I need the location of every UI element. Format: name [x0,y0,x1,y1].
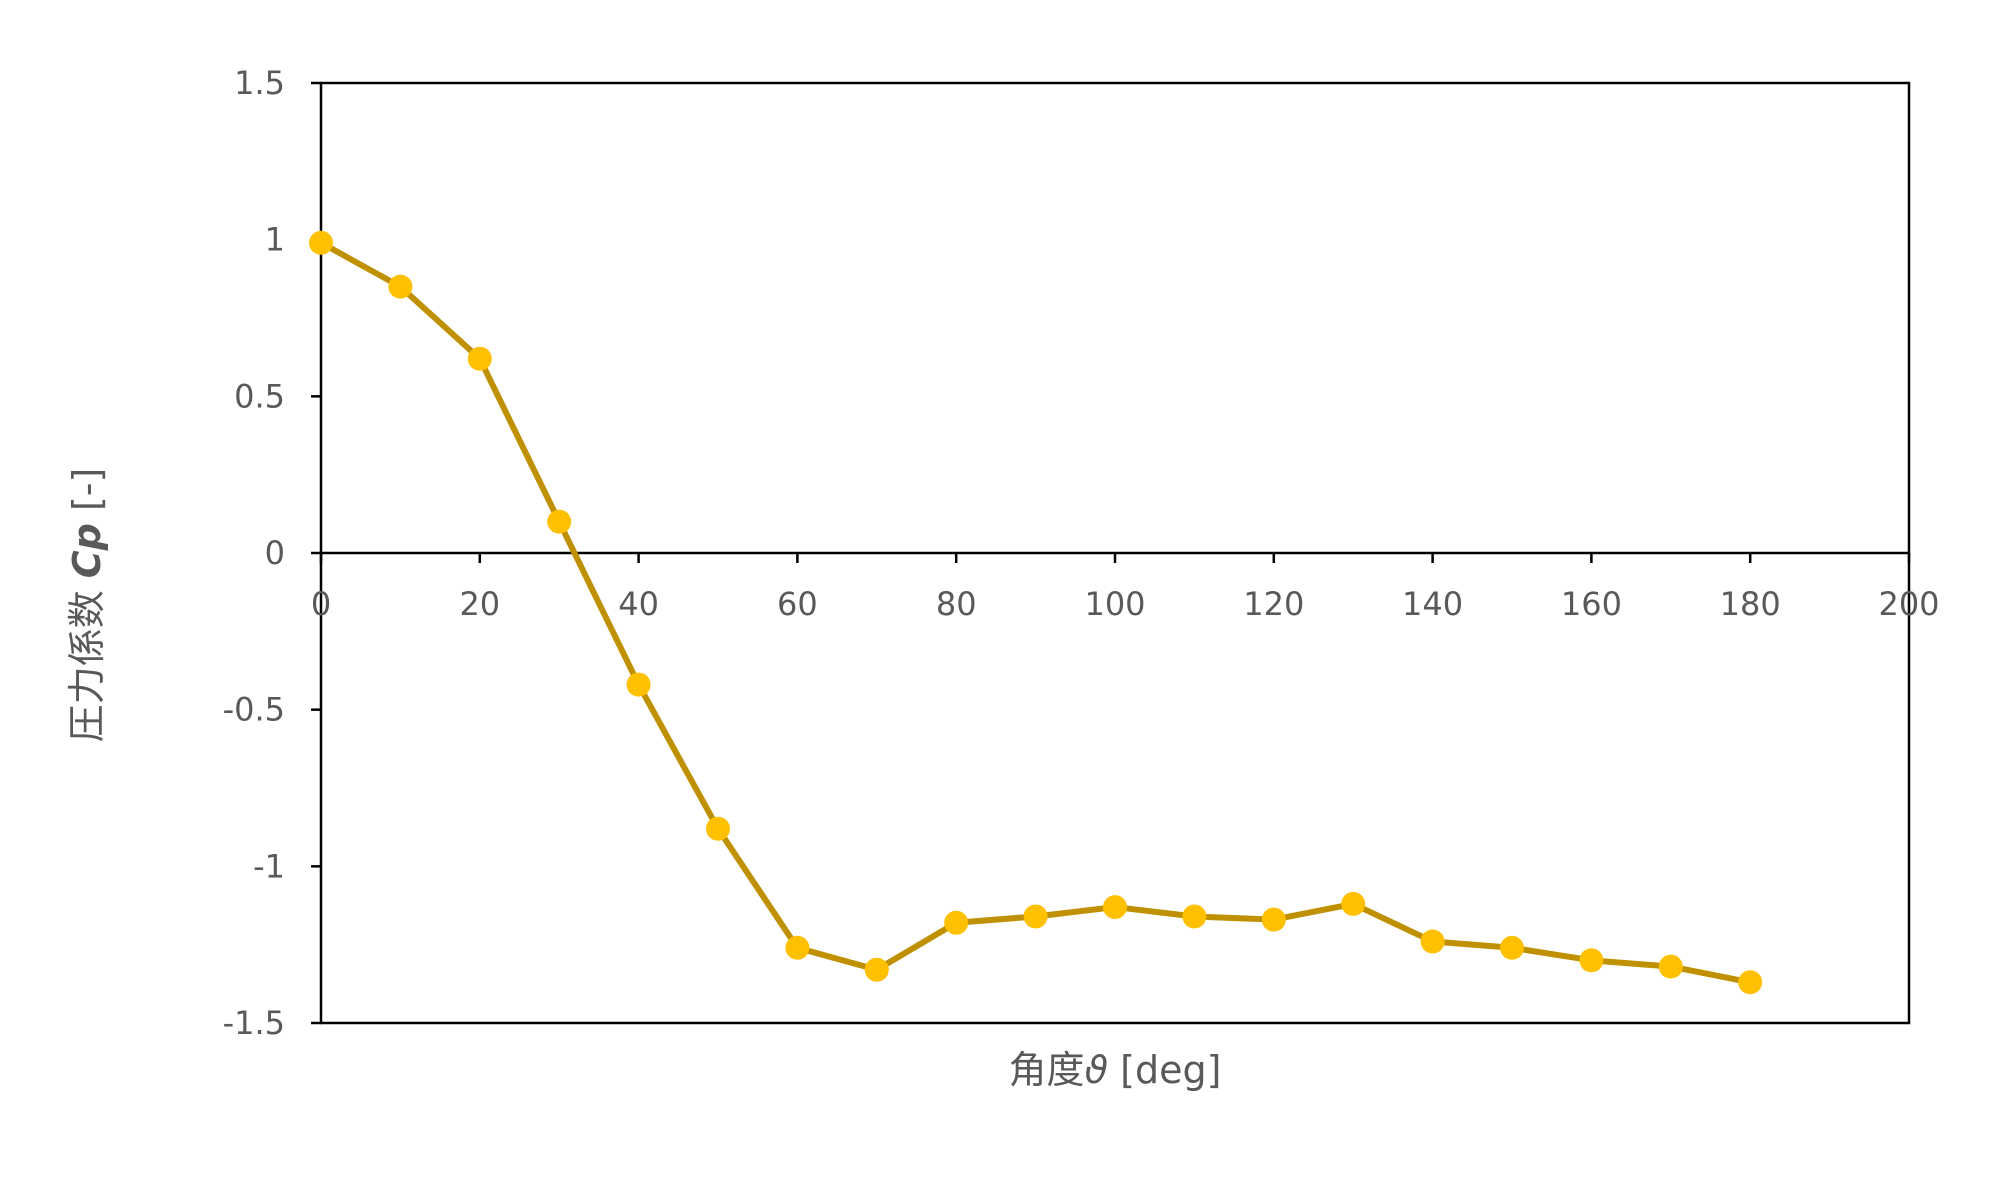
data-point [864,957,889,982]
y-tick-label: -1 [253,847,285,885]
x-axis-tick-marks [319,553,1911,563]
y-tick-label: 1 [265,221,285,259]
data-point [1341,891,1366,916]
y-axis-title-unit: [-] [65,468,109,523]
x-axis-ticks: 0 20 40 60 80 100 120 140 160 180 200 [311,585,1940,623]
x-tick-label: 180 [1720,585,1781,623]
x-tick-label: 20 [459,585,500,623]
x-tick-label: 40 [618,585,659,623]
data-point [944,910,969,935]
data-point [1023,904,1048,929]
y-tick-label: -0.5 [223,691,285,729]
data-point [706,816,730,841]
data-point [785,935,810,960]
data-point [309,230,333,255]
x-tick-label: 80 [936,585,977,623]
series-points [309,230,1763,995]
y-axis-title-symbol: Cp [65,523,109,578]
x-axis-title-prefix: 角度 [1009,1048,1085,1092]
y-axis-tick-marks [311,81,321,1025]
x-tick-label: 100 [1084,585,1145,623]
data-point [1579,948,1604,973]
data-point [1658,954,1683,979]
y-axis-title: 圧力係数 Cp [-] [65,468,109,743]
x-axis-title-unit: [deg] [1108,1048,1221,1092]
x-tick-label: 60 [777,585,818,623]
data-point [467,346,492,371]
data-point [1261,907,1286,932]
data-point [1420,929,1445,954]
x-tick-label: 200 [1878,585,1939,623]
data-point [1500,935,1524,960]
data-point [1738,970,1763,995]
data-point [1182,904,1207,929]
x-tick-label: 0 [311,585,331,623]
y-axis-title-prefix: 圧力係数 [65,578,109,742]
y-tick-label: 1.5 [234,64,285,102]
x-axis-title-symbol: ϑ [1085,1048,1109,1092]
y-axis-ticks: 1.5 1 0.5 0 -0.5 -1 -1.5 [223,64,285,1042]
x-tick-label: 140 [1402,585,1463,623]
data-point [1103,895,1127,920]
x-tick-label: 120 [1243,585,1304,623]
data-point [388,274,413,299]
y-tick-label: 0.5 [234,377,285,415]
y-tick-label: 0 [265,534,285,572]
data-point [626,672,651,697]
y-tick-label: -1.5 [223,1004,285,1042]
x-tick-label: 160 [1561,585,1622,623]
x-axis-title: 角度ϑ [deg] [1009,1048,1222,1092]
data-point [547,509,572,534]
